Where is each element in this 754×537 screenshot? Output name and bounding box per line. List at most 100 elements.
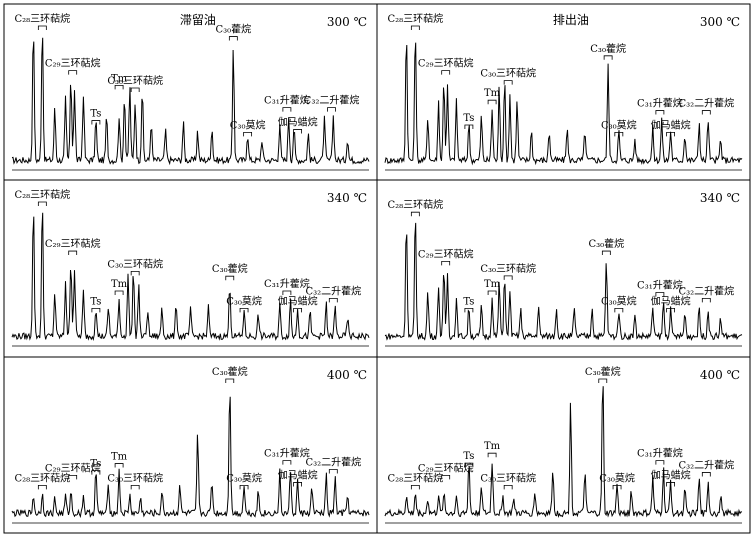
peak-label: Ts — [90, 296, 101, 307]
peak-label: 伽马蜡烷 — [278, 115, 318, 128]
peak-bracket — [282, 290, 292, 295]
temperature-label: 340 ℃ — [327, 191, 367, 205]
peak-label: Ts — [90, 109, 101, 120]
peak-bracket — [114, 290, 124, 295]
peak-label: 伽马蜡烷 — [278, 294, 318, 307]
peak-bracket — [612, 485, 622, 490]
peak-label: C₃₀莫烷 — [599, 471, 635, 484]
peak-bracket — [701, 298, 711, 303]
chromatogram-trace — [11, 37, 370, 166]
peak-bracket — [655, 110, 665, 115]
peak-label: C₃₀三环萜烷 — [107, 74, 163, 87]
peak-bracket — [503, 275, 513, 280]
peak-label: C₃₀莫烷 — [226, 294, 262, 307]
chromatogram-trace — [384, 42, 743, 166]
peak-bracket — [464, 462, 474, 468]
peak-label: C₂₉三环萜烷 — [45, 237, 101, 250]
peak-label: C₂₉三环萜烷 — [418, 57, 474, 70]
peak-label: C₂₉三环萜烷 — [418, 461, 474, 474]
peak-label: C₂₈三环萜烷 — [15, 12, 71, 25]
peak-label: C₂₈三环萜烷 — [15, 471, 71, 484]
peak-label: C₃₀三环萜烷 — [480, 471, 536, 484]
peak-label: C₃₁升藿烷 — [637, 447, 683, 460]
peak-bracket — [130, 87, 140, 92]
chromatogram-trace — [11, 212, 370, 341]
peak-bracket — [293, 308, 302, 313]
peak-label: Ts — [463, 451, 474, 462]
peak-label: Ts — [90, 459, 101, 470]
peak-bracket — [91, 120, 101, 125]
peak-bracket — [487, 99, 497, 105]
peak-bracket — [614, 308, 624, 313]
panel-title: 排出油 — [553, 13, 589, 27]
panel-2-2: 340 ℃ C₂₈三环萜烷 C₂₉三环萜烷 Ts Tm C₃₀三环萜烷 C₃₀藿烷 C₃₀莫烷… — [384, 191, 743, 347]
peak-bracket — [37, 485, 47, 490]
peak-bracket — [655, 292, 665, 297]
peak-bracket — [68, 250, 78, 256]
peak-label: C₃₀藿烷 — [585, 365, 621, 378]
peak-bracket — [91, 470, 101, 475]
peak-label: C₃₀莫烷 — [601, 294, 637, 307]
peak-label: C₂₉三环萜烷 — [45, 57, 101, 70]
peak-label: 伽马蜡烷 — [278, 468, 318, 481]
peak-label: C₃₀三环萜烷 — [480, 262, 536, 275]
peak-label: C₃₀藿烷 — [216, 23, 252, 36]
peak-label: Ts — [463, 113, 474, 124]
peak-label: C₂₈三环萜烷 — [388, 12, 444, 25]
peak-bracket — [293, 482, 302, 487]
peak-bracket — [68, 475, 78, 480]
peak-label: Tm — [111, 279, 128, 290]
peak-label: C₃₀藿烷 — [589, 237, 625, 250]
peak-label: C₃₂二升藿烷 — [678, 284, 734, 297]
peak-bracket — [503, 485, 513, 490]
peak-label: C₂₈三环萜烷 — [388, 198, 444, 211]
peak-bracket — [441, 261, 451, 266]
peak-bracket — [603, 55, 613, 60]
peak-bracket — [666, 308, 675, 313]
peak-label: Tm — [484, 88, 501, 99]
peak-bracket — [91, 308, 101, 313]
peak-bracket — [293, 129, 302, 134]
peak-label: Tm — [111, 73, 128, 84]
peak-bracket — [701, 472, 711, 477]
peak-bracket — [114, 463, 124, 468]
peak-bracket — [655, 460, 665, 465]
peak-label: C₃₀藿烷 — [212, 262, 248, 275]
peak-bracket — [487, 290, 497, 295]
peak-label: C₃₀藿烷 — [590, 42, 626, 55]
peak-bracket — [328, 298, 338, 303]
peak-bracket — [243, 132, 253, 137]
peak-label: 伽马蜡烷 — [651, 294, 691, 307]
peak-bracket — [601, 250, 611, 256]
peak-label: C₃₂二升藿烷 — [305, 455, 361, 468]
peak-label: C₃₂二升藿烷 — [305, 284, 361, 297]
peak-bracket — [37, 25, 47, 30]
peak-bracket — [410, 485, 420, 490]
peak-bracket — [666, 132, 675, 137]
peak-label: C₃₀藿烷 — [212, 365, 248, 378]
peak-label: 伽马蜡烷 — [651, 118, 691, 131]
peak-bracket — [328, 469, 338, 474]
peak-label: Tm — [484, 279, 501, 290]
temperature-label: 400 ℃ — [700, 368, 740, 382]
peak-label: C₃₀莫烷 — [230, 118, 266, 131]
peak-bracket — [225, 275, 235, 281]
peak-bracket — [598, 378, 608, 383]
peak-bracket — [225, 378, 235, 383]
peak-label: C₃₁升藿烷 — [637, 97, 683, 110]
peak-label: 伽马蜡烷 — [651, 468, 691, 481]
peak-label: C₃₀三环萜烷 — [107, 471, 163, 484]
peak-label: C₂₉三环萜烷 — [418, 247, 474, 260]
peak-label: C₃₂二升藿烷 — [304, 94, 360, 107]
peak-label: C₃₁升藿烷 — [637, 278, 683, 291]
peak-bracket — [114, 85, 124, 90]
peak-bracket — [327, 107, 336, 112]
peak-bracket — [441, 70, 451, 75]
panels: 滞留油 300 ℃C₂₈三环萜烷C₂₉三环萜烷TsTmC₃₀三环萜烷C₃₀藿烷C₃… — [11, 12, 743, 524]
panel-title: 滞留油 — [180, 13, 216, 27]
peak-label: C₃₁升藿烷 — [264, 447, 310, 460]
